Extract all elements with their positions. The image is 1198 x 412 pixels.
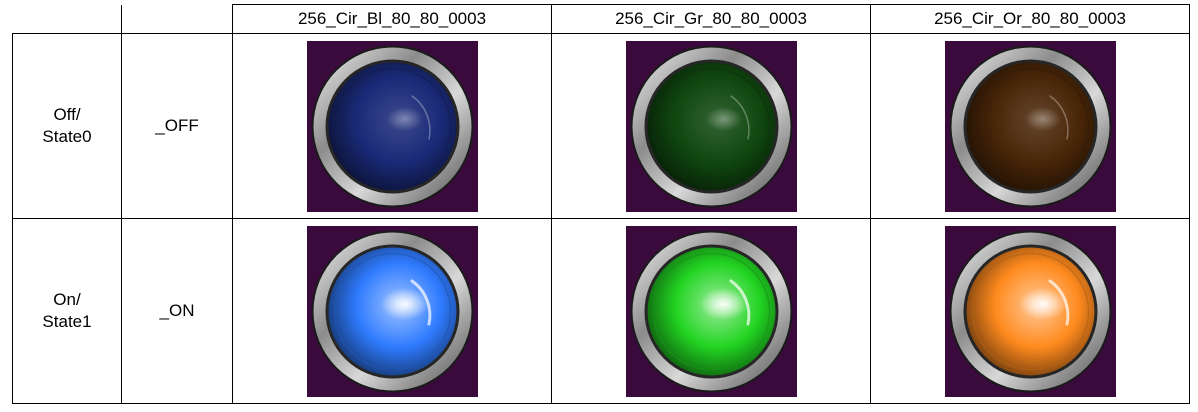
- column-header-blue: 256_Cir_Bl_80_80_0003: [232, 4, 552, 34]
- column-header-green: 256_Cir_Gr_80_80_0003: [551, 4, 871, 34]
- off-state-row: Off/ State0 _OFF: [12, 33, 1190, 219]
- state-label-on: On/ State1: [12, 218, 122, 404]
- lamp-on-blue-icon: [306, 225, 478, 397]
- suffix-label-on: _ON: [121, 218, 233, 404]
- column-header-orange: 256_Cir_Or_80_80_0003: [870, 4, 1190, 34]
- corner-cell: [121, 4, 233, 34]
- lamp-cell: [232, 218, 552, 404]
- lamp-cell: [551, 218, 871, 404]
- lamp-cell: [551, 33, 871, 219]
- corner-cell: [12, 4, 122, 34]
- lamp-on-green-icon: [625, 225, 797, 397]
- suffix-label-off: _OFF: [121, 33, 233, 219]
- lamp-off-green-icon: [625, 40, 797, 212]
- header-row: 256_Cir_Bl_80_80_0003 256_Cir_Gr_80_80_0…: [12, 4, 1190, 34]
- lamp-cell: [870, 33, 1190, 219]
- lamp-cell: [232, 33, 552, 219]
- lamp-off-blue-icon: [306, 40, 478, 212]
- lamp-off-orange-icon: [944, 40, 1116, 212]
- lamp-cell: [870, 218, 1190, 404]
- state-label-off: Off/ State0: [12, 33, 122, 219]
- on-state-row: On/ State1 _ON: [12, 218, 1190, 404]
- lamp-on-orange-icon: [944, 225, 1116, 397]
- lamp-states-table: 256_Cir_Bl_80_80_0003 256_Cir_Gr_80_80_0…: [12, 4, 1190, 404]
